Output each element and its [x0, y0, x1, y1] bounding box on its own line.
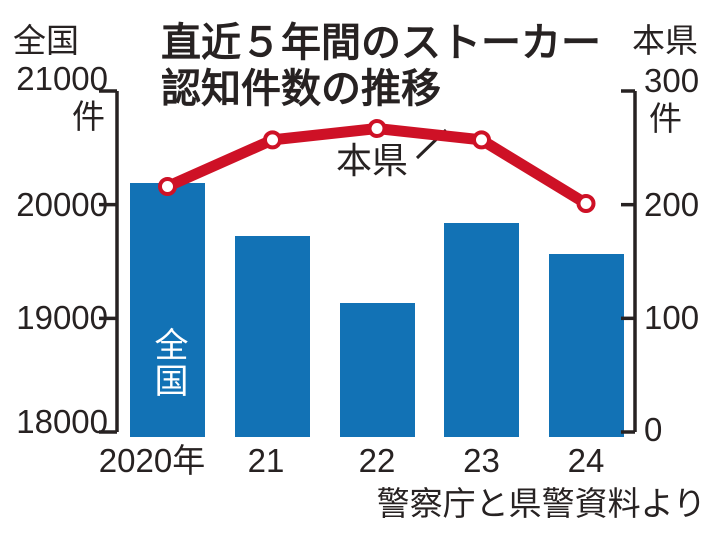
- right-tick-label-200: 200: [644, 185, 700, 223]
- left-axis-unit-label: 件: [72, 98, 105, 135]
- x-axis-label-21: 21: [247, 442, 285, 479]
- x-axis-label-22: 22: [358, 442, 396, 479]
- axes: [99, 89, 637, 434]
- bar-2020年: [130, 183, 205, 437]
- line-point-2020年: [158, 176, 177, 196]
- x-axis-label-23: 23: [463, 442, 500, 479]
- chart-title-line1: 直近５年間のストーカー: [161, 21, 601, 65]
- left-tick-label-19000: 19000: [16, 299, 108, 337]
- left-tick-label-18000: 18000: [16, 403, 108, 440]
- line-point-21: [263, 130, 282, 150]
- bar-22: [339, 303, 415, 437]
- chart-title: 直近５年間のストーカー 認知件数の推移: [161, 20, 601, 112]
- right-axis-unit-label: 件: [649, 100, 682, 137]
- chart-title-line2: 認知件数の推移: [161, 67, 441, 111]
- left-axis-max-tick-label: 21000: [16, 60, 108, 97]
- right-tick-label-0: 0: [644, 411, 663, 448]
- prefecture-line-annotation: 本県: [336, 140, 409, 181]
- bar-23: [444, 222, 519, 437]
- line-point-23: [472, 130, 491, 150]
- national-bar-inline-label: 全国: [149, 327, 187, 399]
- bar-24: [548, 253, 624, 437]
- right-axis-max-tick-label: 300: [644, 62, 700, 99]
- left-tick-label-20000: 20000: [16, 185, 108, 223]
- line-point-22: [367, 119, 387, 139]
- x-axis-label-24: 24: [567, 442, 605, 479]
- source-credit: 警察庁と県警資料より: [376, 485, 706, 522]
- line-point-24: [576, 194, 596, 214]
- left-axis-region-label: 全国: [13, 22, 79, 59]
- x-axis-label-2020年: 2020年: [98, 442, 206, 479]
- right-tick-label-100: 100: [644, 299, 700, 337]
- bar-21: [235, 235, 310, 437]
- prefecture-line-series: [158, 119, 596, 214]
- right-axis-region-label: 本県: [632, 22, 698, 59]
